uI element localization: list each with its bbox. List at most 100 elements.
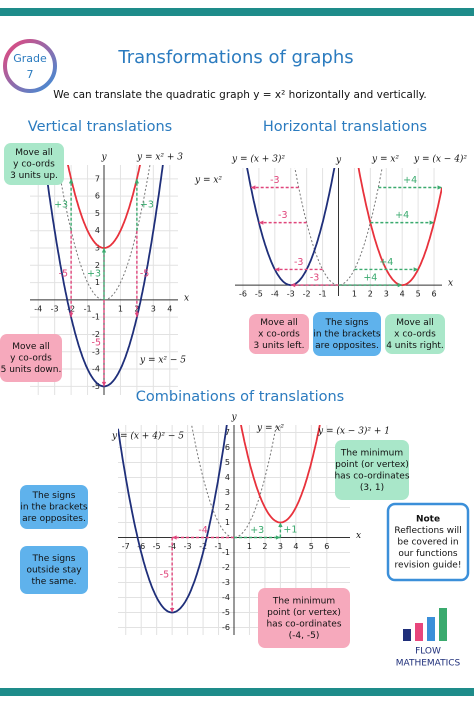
x-tick-label: 1 — [247, 542, 252, 551]
arrow-head — [169, 607, 175, 613]
x-tick-label: 6 — [324, 542, 329, 551]
y-tick-label: -2 — [222, 563, 230, 572]
callout-text: point (or vertex) — [267, 608, 341, 618]
graph-section: Vertical translations-4 -3 -2 -1 1 2 3 4-5-4-3-… — [0, 119, 222, 395]
arrow-head — [413, 267, 419, 272]
callout — [20, 485, 88, 529]
x-tick-label: -2 — [67, 304, 75, 313]
equation-label: y = (x + 4)² − 5 — [111, 431, 184, 442]
arrow-head — [437, 185, 442, 190]
arrow-head — [101, 248, 107, 253]
callout-text: outside stay — [26, 566, 82, 576]
arrow-label: -5 — [140, 268, 149, 279]
equation-label: y = (x − 3)² + 1 — [317, 426, 390, 437]
x-tick-label: -1 — [319, 290, 327, 299]
callout-text: 3 units left. — [253, 341, 304, 351]
callout-text: 5 units down. — [1, 365, 62, 375]
arrow-label: +3 — [140, 199, 154, 210]
y-tick-label: -4 — [92, 365, 100, 374]
y-tick-label: 4 — [95, 226, 100, 235]
page-title: Transformations of graphs — [117, 47, 353, 68]
callout-text: The signs — [32, 491, 76, 501]
arrow-head — [258, 220, 264, 225]
x-tick-label: -1 — [84, 304, 92, 313]
callout-text: x co-ords — [394, 330, 436, 340]
x-tick-label: 3 — [384, 290, 389, 299]
x-tick-label: 3 — [151, 304, 156, 313]
arrow-label: -5 — [59, 268, 68, 279]
x-tick-label: -6 — [137, 542, 145, 551]
x-tick-label: -3 — [287, 290, 295, 299]
section-heading: Horizontal translations — [263, 119, 427, 135]
arrow-label: +4 — [363, 273, 377, 284]
callout-text: revision guide! — [395, 561, 462, 571]
parabola — [240, 425, 321, 524]
logo-bar — [415, 623, 423, 641]
equation-label: y = x² — [371, 155, 399, 165]
y-tick-label: 7 — [95, 174, 100, 183]
y-tick-label: 3 — [225, 488, 230, 497]
y-tick-label: 7 — [225, 428, 230, 437]
arrow-label: +4 — [379, 257, 393, 268]
callout-text: The signs — [325, 318, 369, 328]
graph-section: Horizontal translations -6 -5 -4 -3 -2 -1 1 2 3 4 5… — [231, 119, 467, 356]
section-heading: Combinations of translations — [136, 389, 344, 405]
x-tick-label: 4 — [293, 542, 298, 551]
y-tick-label: -3 — [222, 578, 230, 587]
y-tick-label: -1 — [222, 548, 230, 557]
arrow-label: -3 — [294, 257, 303, 268]
arrow-head — [275, 535, 281, 540]
equation-label: y = x² − 5 — [139, 356, 186, 366]
x-tick-label: -3 — [51, 304, 59, 313]
callout — [4, 143, 64, 185]
x-tick-label: 3 — [278, 542, 283, 551]
arrow-label: -3 — [278, 210, 287, 221]
grade-badge — [3, 39, 57, 93]
callout-text: Move all — [396, 318, 434, 328]
equation-label: y = (x + 3)² — [231, 154, 285, 165]
y-tick-label: -3 — [92, 347, 100, 356]
callout — [249, 314, 309, 354]
callout-text: x co-ords — [258, 330, 300, 340]
x-tick-label: 1 — [352, 290, 357, 299]
callout-text: be covered in — [397, 538, 458, 548]
graph-section: Combinations of translations -7 -6 -5 -4 -3 -2… — [20, 389, 470, 648]
callout-text: The signs — [32, 554, 76, 564]
x-tick-label: -5 — [153, 542, 161, 551]
arrow-head — [290, 282, 296, 288]
top-bar — [0, 8, 474, 16]
arrow-label: +4 — [403, 175, 417, 186]
callout-text: y co-ords — [10, 354, 52, 364]
logo-text: FLOW — [415, 647, 441, 657]
y-tick-label: 3 — [95, 244, 100, 253]
y-tick-label: 1 — [225, 518, 230, 527]
callout — [0, 334, 62, 382]
x-tick-label: 4 — [400, 290, 405, 299]
arrow-label: -4 — [198, 525, 207, 536]
arrow-label: +3 — [87, 268, 101, 279]
arrow-head — [68, 312, 74, 318]
callout-text: in the brackets — [20, 503, 88, 513]
parabola — [118, 425, 228, 614]
x-tick-label: -2 — [303, 290, 311, 299]
x-tick-label: -7 — [122, 542, 130, 551]
bottom-bar — [0, 688, 474, 696]
equation-label: y = (x − 4)² — [413, 154, 467, 165]
y-tick-label: 6 — [95, 192, 100, 201]
callout-text: are opposites. — [315, 341, 379, 351]
x-tick-label: -2 — [199, 542, 207, 551]
callout-text: Move all — [12, 342, 50, 352]
callout-text: has co-ordinates — [266, 619, 341, 629]
arrow-head — [278, 522, 283, 528]
callout-text: Reflections will — [394, 526, 461, 536]
y-tick-label: 2 — [225, 503, 230, 512]
x-tick-label: -4 — [271, 290, 279, 299]
callout-text: Move all — [260, 318, 298, 328]
arrow-label: +1 — [283, 525, 297, 536]
arrow-label: +4 — [395, 210, 409, 221]
callout-text: 4 units right. — [386, 341, 444, 351]
callout-text: 3 units up. — [10, 171, 58, 181]
y-tick-label: -1 — [92, 313, 100, 322]
equation-label: y = x² — [194, 176, 222, 186]
callout — [20, 546, 88, 594]
